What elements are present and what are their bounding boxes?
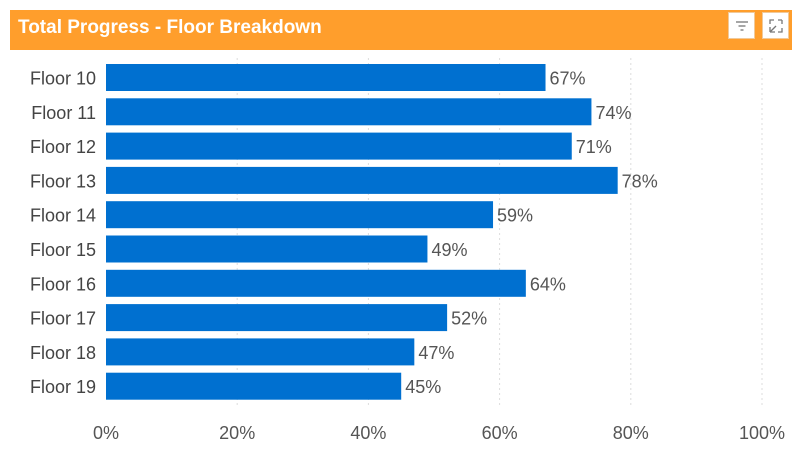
x-tick-label: 20%	[219, 423, 255, 443]
widget-header: Total Progress - Floor Breakdown	[10, 10, 792, 50]
category-label: Floor 19	[30, 377, 96, 397]
category-label: Floor 12	[30, 137, 96, 157]
filter-button[interactable]	[728, 12, 755, 39]
widget-title: Total Progress - Floor Breakdown	[18, 17, 322, 38]
bar	[106, 98, 592, 126]
value-label: 45%	[405, 377, 441, 397]
value-label: 71%	[576, 137, 612, 157]
expand-button[interactable]	[762, 12, 789, 39]
expand-icon	[768, 18, 783, 33]
value-label: 47%	[418, 343, 454, 363]
bar	[106, 235, 428, 263]
value-label: 67%	[550, 69, 586, 89]
category-label: Floor 13	[30, 171, 96, 191]
bar	[106, 269, 526, 297]
filter-icon	[735, 20, 748, 31]
value-label: 78%	[622, 171, 658, 191]
bar	[106, 166, 618, 194]
category-label: Floor 17	[30, 309, 96, 329]
x-tick-label: 40%	[350, 423, 386, 443]
category-label: Floor 16	[30, 274, 96, 294]
bar	[106, 64, 546, 91]
bar	[106, 304, 448, 332]
x-tick-label: 80%	[613, 423, 649, 443]
value-label: 74%	[595, 103, 631, 123]
category-label: Floor 11	[31, 103, 96, 123]
value-label: 64%	[530, 274, 566, 294]
bar	[106, 372, 402, 400]
value-label: 59%	[497, 206, 533, 226]
bar	[106, 132, 572, 160]
x-tick-label: 60%	[482, 423, 518, 443]
x-tick-label: 0%	[93, 423, 119, 443]
category-label: Floor 18	[30, 343, 96, 363]
x-tick-label: 100%	[739, 423, 785, 443]
category-label: Floor 10	[30, 69, 96, 89]
bar	[106, 201, 494, 229]
bar	[106, 338, 415, 366]
value-label: 49%	[431, 240, 467, 260]
value-label: 52%	[451, 309, 487, 329]
category-label: Floor 14	[30, 206, 96, 226]
category-label: Floor 15	[30, 240, 96, 260]
